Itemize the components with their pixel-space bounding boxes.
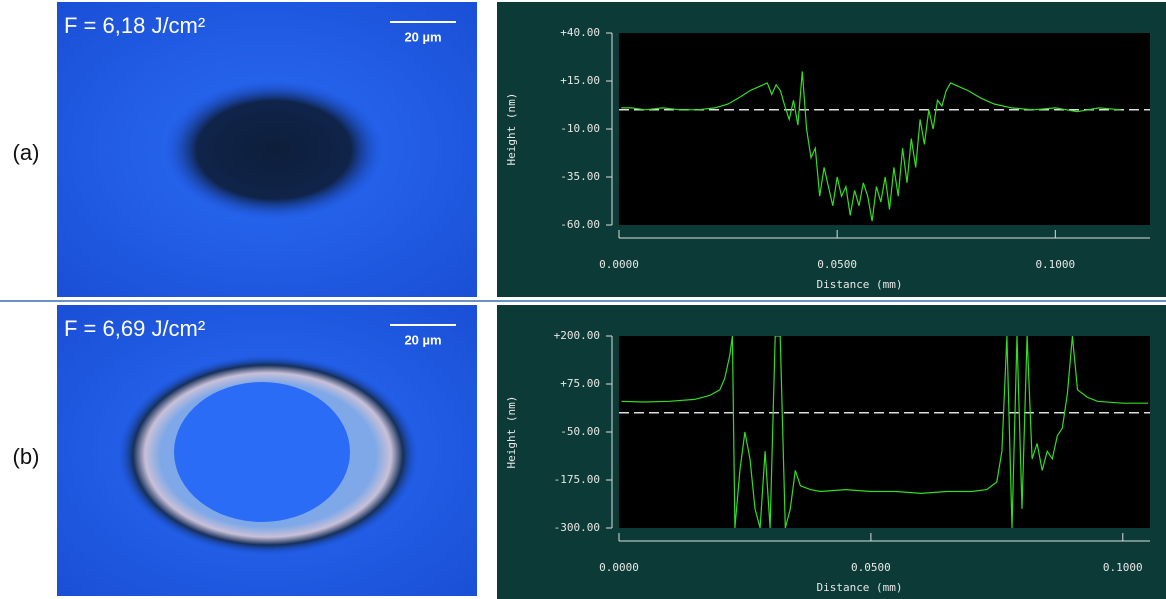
scale-bar-label: 20 µm [404,29,441,44]
profile-line [621,336,1148,528]
scale-bar-label: 20 µm [404,332,441,347]
fluence-label: F = 6,69 J/cm² [64,316,205,341]
y-tick-label: -50.00 [560,425,600,438]
plot-area [619,33,1150,225]
y-tick-label: -60.00 [560,218,600,231]
y-tick-label: -35.00 [560,170,600,183]
y-tick-label: +75.00 [560,377,600,390]
fluence-label: F = 6,18 J/cm² [64,13,205,38]
x-tick-label: 0.0000 [599,561,639,574]
y-axis-label: Height (nm) [505,93,518,166]
panel-label: (b) [13,444,40,469]
y-tick-label: -300.00 [554,521,600,534]
y-tick-label: -175.00 [554,473,600,486]
micrograph-a [57,2,477,297]
y-axis-label: Height (nm) [505,396,518,469]
micrograph-b [57,305,477,596]
y-tick-label: +15.00 [560,74,600,87]
y-tick-label: +40.00 [560,26,600,39]
plot-area [619,336,1150,528]
y-tick-label: -10.00 [560,122,600,135]
x-axis-label: Distance (mm) [816,278,902,291]
x-tick-label: 0.0500 [851,561,891,574]
x-tick-label: 0.0500 [817,258,857,271]
x-tick-label: 0.1000 [1035,258,1075,271]
x-axis-label: Distance (mm) [816,581,902,594]
x-tick-label: 0.0000 [599,258,639,271]
x-tick-label: 0.1000 [1103,561,1143,574]
profile-line [621,71,1121,222]
y-tick-label: +200.00 [554,329,600,342]
panel-label: (a) [13,140,40,165]
